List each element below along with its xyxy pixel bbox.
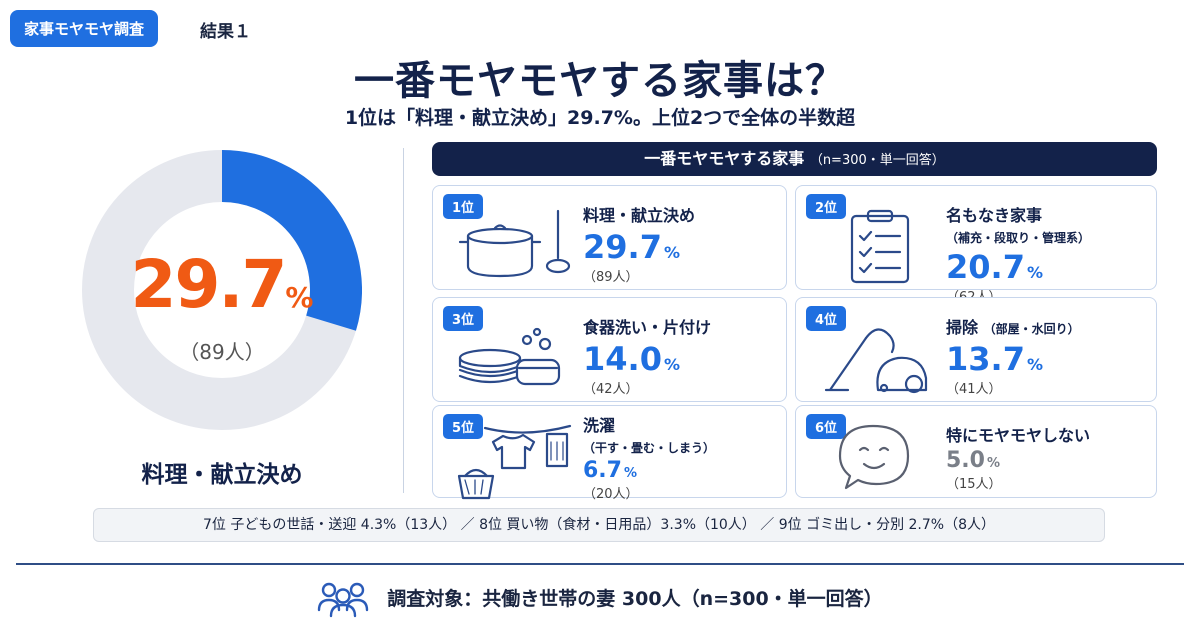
rank-badge: 1位 <box>443 194 484 219</box>
rank-badge: 4位 <box>806 306 847 331</box>
other-ranks-bar: 7位 子どもの世話・送迎 4.3%（13人） ／ 8位 買い物（食材・日用品）3… <box>93 508 1105 542</box>
dishes-icon <box>458 327 561 386</box>
rank-card-4: 4位 掃除 （部屋・水回り） 13.7% （41人） <box>795 297 1157 402</box>
page-title: 一番モヤモヤする家事は？ <box>354 58 846 104</box>
card-percent: 20.7% <box>946 248 1090 286</box>
donut-value: 29.7 <box>130 246 288 323</box>
people-icon <box>318 582 369 617</box>
page-subtitle: 1位は「料理・献立決め」29.7%。上位2つで全体の半数超 <box>344 107 856 129</box>
card-count: （89人） <box>583 270 639 285</box>
card-sub: （干す・畳む・しまう） <box>583 441 716 455</box>
card-percent-value: 14.0 <box>583 340 662 378</box>
card-percent: 14.0% <box>583 340 711 378</box>
card-name: 食器洗い・片付け <box>583 318 712 337</box>
card-name: 洗濯 <box>583 416 616 435</box>
pot-icon <box>458 209 571 278</box>
card-info: 食器洗い・片付け 14.0% （42人） <box>583 314 711 397</box>
card-info: 料理・献立決め 29.7% （89人） <box>583 202 695 285</box>
card-percent-unit: % <box>623 466 638 481</box>
vertical-divider <box>403 148 404 493</box>
card-percent-unit: % <box>1026 355 1043 374</box>
card-percent-value: 6.7 <box>583 458 622 483</box>
card-percent-value: 20.7 <box>946 248 1025 286</box>
result-label: 結果１ <box>200 22 251 42</box>
panel-header: 一番モヤモヤする家事 （n=300・単一回答） <box>432 142 1157 176</box>
card-percent-value: 29.7 <box>583 228 662 266</box>
panel-title-note: （n=300・単一回答） <box>809 153 945 168</box>
card-info: 洗濯 （干す・畳む・しまう） 6.7% （20人） <box>583 412 715 502</box>
card-name: 掃除 （部屋・水回り） <box>946 314 1080 338</box>
card-name: 名もなき家事 <box>946 206 1043 225</box>
donut-svg <box>82 150 362 430</box>
panel-title: 一番モヤモヤする家事 <box>644 149 805 168</box>
card-percent-value: 5.0 <box>946 448 985 473</box>
card-percent-unit: % <box>1026 263 1043 282</box>
rank-card-6: 6位 特にモヤモヤしない 5.0% （15人） <box>795 405 1157 498</box>
card-percent: 6.7% <box>583 458 715 483</box>
rank-card-2: 2位 名もなき家事 （補充・段取り・管理系） 20.7% （62人） <box>795 185 1157 305</box>
rank-card-3: 3位 食器洗い・片付け 14.0% （42人） <box>432 297 787 402</box>
card-name: 料理・献立決め <box>583 206 696 225</box>
card-count: （15人） <box>946 477 1002 492</box>
smile-bubble-icon <box>838 424 910 490</box>
rank-badge: 5位 <box>443 414 484 439</box>
donut-chart: 29.7% （89人） <box>82 150 362 430</box>
checklist-icon <box>850 209 910 284</box>
card-count: （20人） <box>583 487 639 502</box>
rank-card-5: 5位 洗濯 （干す・畳む・しまう） 6.7% （20人） <box>432 405 787 502</box>
rank-badge: 2位 <box>806 194 847 219</box>
card-percent: 29.7% <box>583 228 695 266</box>
card-info: 名もなき家事 （補充・段取り・管理系） 20.7% （62人） <box>946 202 1090 305</box>
footer-divider <box>16 563 1184 565</box>
rank-card-1: 1位 料理・献立決め 29.7% （89人） <box>432 185 787 290</box>
card-info: 特にモヤモヤしない 5.0% （15人） <box>946 422 1090 492</box>
card-percent-unit: % <box>663 355 680 374</box>
card-count: （41人） <box>946 382 1002 397</box>
card-percent: 5.0% <box>946 448 1090 473</box>
card-name: 特にモヤモヤしない <box>946 426 1091 445</box>
card-percent-value: 13.7 <box>946 340 1025 378</box>
vacuum-icon <box>824 328 928 394</box>
footer-text: 調査対象：共働き世帯の妻 300人（n=300・単一回答） <box>387 588 883 610</box>
card-count: （42人） <box>583 382 639 397</box>
donut-unit: % <box>285 281 314 314</box>
rank-badge: 6位 <box>806 414 847 439</box>
donut-label: 料理・献立決め <box>141 462 303 488</box>
donut-count: （89人） <box>179 340 265 364</box>
laundry-icon <box>457 424 572 500</box>
card-percent: 13.7% <box>946 340 1080 378</box>
card-sub: （補充・段取り・管理系） <box>946 231 1091 245</box>
card-info: 掃除 （部屋・水回り） 13.7% （41人） <box>946 314 1080 397</box>
survey-tag: 家事モヤモヤ調査 <box>10 10 159 47</box>
card-name-text: 掃除 <box>946 318 979 337</box>
donut-center-percent: 29.7% <box>82 246 362 323</box>
card-percent-unit: % <box>986 456 1001 471</box>
card-sub: （部屋・水回り） <box>983 322 1080 336</box>
card-percent-unit: % <box>663 243 680 262</box>
rank-badge: 3位 <box>443 306 484 331</box>
footer: 調査対象：共働き世帯の妻 300人（n=300・単一回答） <box>0 575 1200 620</box>
donut-highlight-arc <box>221 150 362 331</box>
